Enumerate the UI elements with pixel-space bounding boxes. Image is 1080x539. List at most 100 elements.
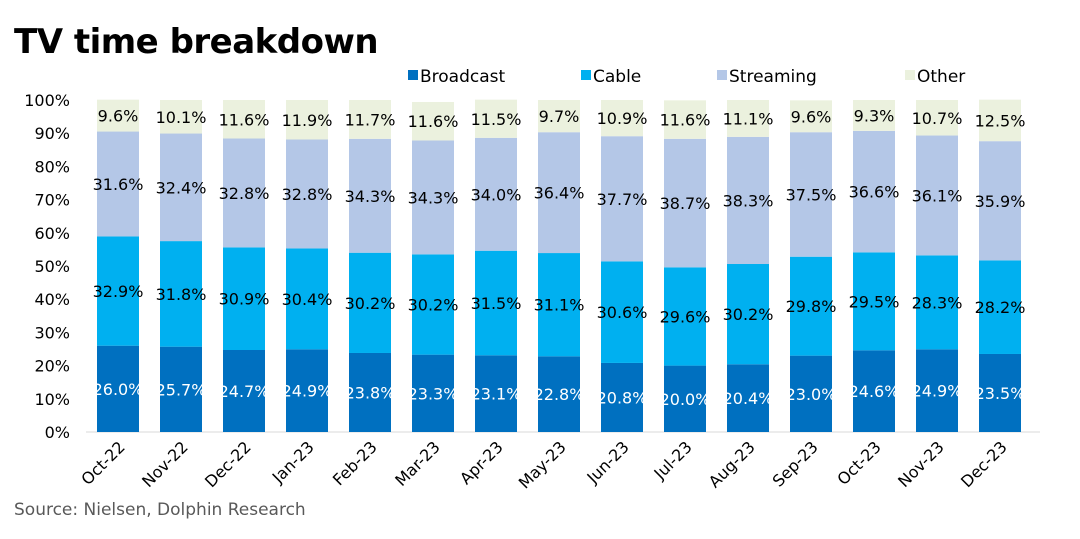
data-label-broadcast: 20.4% <box>723 389 774 408</box>
x-tick-label: Feb-23 <box>329 437 381 489</box>
bar-other <box>538 100 580 133</box>
data-label-streaming: 32.8% <box>219 184 270 203</box>
bar-cable <box>475 250 517 356</box>
data-label-other: 11.1% <box>723 109 774 128</box>
bar-streaming <box>790 132 832 257</box>
x-tick-label: Jan-23 <box>268 437 318 487</box>
data-label-other: 10.1% <box>156 108 207 127</box>
data-label-cable: 31.1% <box>534 296 585 315</box>
bar-cable <box>853 252 895 351</box>
data-label-broadcast: 23.5% <box>975 384 1026 403</box>
x-tick-label: Mar-23 <box>391 437 444 490</box>
bar-broadcast <box>601 362 643 432</box>
bar-streaming <box>601 136 643 262</box>
bar-broadcast <box>160 346 202 432</box>
bar-streaming <box>286 139 328 249</box>
x-tick-label: Aug-23 <box>705 437 759 491</box>
bar-other <box>601 100 643 137</box>
data-label-broadcast: 23.1% <box>471 385 522 404</box>
legend-label-broadcast: Broadcast <box>420 67 506 87</box>
data-label-other: 11.6% <box>219 110 270 129</box>
data-label-streaming: 36.4% <box>534 184 585 203</box>
y-tick-label: 80% <box>34 157 70 176</box>
bar-other <box>286 100 328 140</box>
bar-other <box>97 99 139 132</box>
data-label-cable: 31.5% <box>471 294 522 313</box>
bar-other <box>853 100 895 131</box>
data-label-other: 11.7% <box>345 110 396 129</box>
source-note: Source: Nielsen, Dolphin Research <box>14 500 306 520</box>
bar-cable <box>727 264 769 365</box>
y-tick-label: 10% <box>34 390 70 409</box>
bar-streaming <box>412 140 454 255</box>
x-tick-label: Sep-23 <box>769 437 822 490</box>
data-label-cable: 30.6% <box>597 303 648 322</box>
x-tick-label: Jul-23 <box>650 437 696 483</box>
data-label-broadcast: 23.8% <box>345 383 396 402</box>
x-tick-label: Apr-23 <box>456 437 507 488</box>
data-label-broadcast: 24.6% <box>849 382 900 401</box>
y-tick-label: 100% <box>24 91 70 110</box>
legend-label-other: Other <box>917 67 965 87</box>
bar-other <box>979 99 1021 142</box>
bar-streaming <box>349 138 391 253</box>
bar-cable <box>223 247 265 350</box>
bar-broadcast <box>790 355 832 432</box>
data-label-streaming: 34.0% <box>471 185 522 204</box>
bar-other <box>475 99 517 138</box>
data-label-other: 9.3% <box>854 106 895 125</box>
data-label-broadcast: 26.0% <box>93 380 144 399</box>
data-label-broadcast: 23.0% <box>786 385 837 404</box>
x-tick-label: Dec-22 <box>201 437 255 491</box>
bar-broadcast <box>349 352 391 432</box>
data-label-cable: 28.3% <box>912 293 963 312</box>
bar-broadcast <box>223 349 265 432</box>
data-label-cable: 30.9% <box>219 290 270 309</box>
bar-broadcast <box>412 354 454 432</box>
bar-streaming <box>475 137 517 251</box>
y-tick-label: 90% <box>34 124 70 143</box>
data-label-cable: 29.5% <box>849 292 900 311</box>
bar-broadcast <box>853 350 895 432</box>
x-tick-label: Jun-23 <box>583 437 633 487</box>
bar-cable <box>979 260 1021 354</box>
bar-other <box>727 100 769 137</box>
data-label-streaming: 36.6% <box>849 183 900 202</box>
bar-streaming <box>727 136 769 265</box>
bar-cable <box>916 255 958 350</box>
bar-other <box>916 100 958 136</box>
data-label-cable: 30.2% <box>408 296 459 315</box>
data-label-other: 10.9% <box>597 109 648 128</box>
bar-other <box>223 100 265 139</box>
bar-cable <box>160 241 202 347</box>
data-label-streaming: 31.6% <box>93 175 144 194</box>
data-label-broadcast: 20.8% <box>597 388 648 407</box>
data-label-streaming: 34.3% <box>345 187 396 206</box>
data-label-streaming: 37.7% <box>597 190 648 209</box>
data-label-streaming: 32.4% <box>156 178 207 197</box>
y-tick-label: 20% <box>34 357 70 376</box>
data-label-other: 9.6% <box>791 107 832 126</box>
data-label-broadcast: 24.9% <box>282 382 333 401</box>
y-tick-label: 60% <box>34 224 70 243</box>
bar-cable <box>601 261 643 363</box>
bar-other <box>412 101 454 141</box>
bar-cable <box>286 248 328 350</box>
data-label-broadcast: 20.0% <box>660 390 711 409</box>
data-label-broadcast: 25.7% <box>156 380 207 399</box>
bar-broadcast <box>286 349 328 432</box>
legend-swatch-cable <box>581 70 591 80</box>
bar-streaming <box>97 131 139 237</box>
y-tick-label: 70% <box>34 191 70 210</box>
bar-streaming <box>223 138 265 248</box>
bar-broadcast <box>475 355 517 432</box>
bar-broadcast <box>664 365 706 432</box>
bar-streaming <box>916 135 958 256</box>
data-label-other: 11.6% <box>408 112 459 131</box>
bar-streaming <box>979 141 1021 261</box>
data-label-cable: 30.2% <box>345 294 396 313</box>
bar-streaming <box>538 132 580 254</box>
bar-streaming <box>853 130 895 253</box>
data-label-cable: 28.2% <box>975 298 1026 317</box>
